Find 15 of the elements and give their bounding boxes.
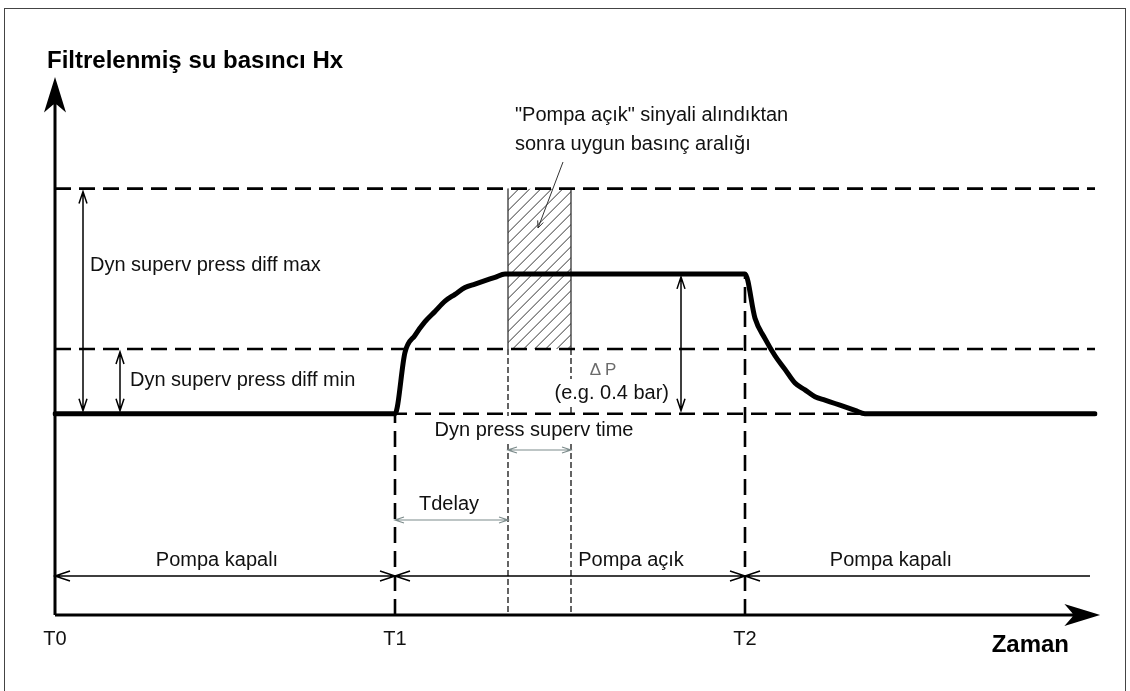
text: Filtrelenmiş su basıncı Hx bbox=[47, 45, 344, 73]
x-axis-title: Zaman bbox=[991, 629, 1069, 657]
text: "Pompa açık" sinyali alındıktan sonra uygun basınç aralığı bbox=[515, 102, 789, 154]
annotation: Dyn superv press diff max bbox=[90, 252, 321, 275]
annotation: Dyn superv press diff min bbox=[130, 367, 356, 390]
annotation: Pompa kapalı bbox=[155, 547, 279, 570]
x-tick-label: T1 bbox=[383, 626, 407, 649]
annotation: (e.g. 0.4 bar) bbox=[554, 380, 669, 403]
annotation: Δ P bbox=[589, 359, 617, 379]
x-tick-label: T0 bbox=[43, 626, 67, 649]
x-tick-label: T2 bbox=[733, 626, 757, 649]
annotation: Tdelay bbox=[418, 491, 480, 514]
annotation: Dyn press superv time bbox=[434, 417, 634, 440]
annotation: Pompa açık bbox=[578, 547, 685, 570]
annotation: Pompa kapalı bbox=[829, 547, 953, 570]
